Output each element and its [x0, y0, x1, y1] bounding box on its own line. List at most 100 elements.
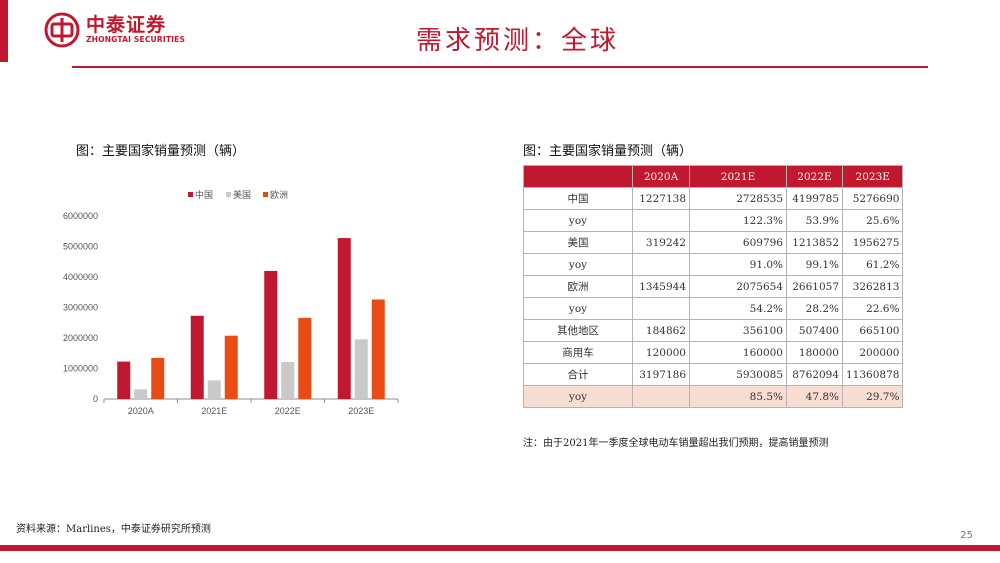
value-cell: 122.3%	[689, 209, 787, 232]
legend-swatch-1	[226, 192, 231, 197]
bar-2022E-0	[264, 270, 278, 399]
data-source: 资料来源：Marlines，中泰证券研究所预测	[16, 524, 211, 535]
footer-bar	[0, 545, 1000, 551]
bar-2020A-0	[117, 361, 131, 399]
row-label-cell: yoy	[523, 209, 633, 232]
value-cell: 2075654	[689, 275, 787, 298]
table-header-cell: 2021E	[689, 165, 787, 188]
left-accent-bar	[0, 0, 8, 62]
page-title: 需求预测：全球	[415, 26, 619, 56]
table-header-row: 2020A 2021E 2022E 2023E	[523, 165, 904, 188]
y-tick-label: 5000000	[63, 242, 98, 252]
sales-forecast-bar-chart: 中国 美国 欧洲 6000000 5000000 4000000 3000000 200000…	[63, 189, 399, 416]
value-cell: 11360878	[841, 363, 904, 386]
value-cell	[632, 253, 690, 276]
legend-swatch-0	[188, 192, 193, 197]
row-label-cell: 其他地区	[523, 319, 633, 342]
value-cell: 54.2%	[689, 297, 787, 320]
value-cell: 2661057	[786, 275, 843, 298]
value-cell: 85.5%	[689, 385, 787, 408]
y-tick-label: 1000000	[63, 364, 98, 374]
bar-2020A-2	[151, 357, 165, 399]
y-tick-label: 0	[93, 394, 98, 404]
row-label-cell: 合计	[523, 363, 633, 386]
table-row: 商用车 120000 160000 180000 200000	[523, 341, 904, 364]
value-cell: 200000	[841, 341, 904, 364]
bar-2023E-1	[354, 339, 368, 399]
table-header-cell	[523, 165, 633, 188]
x-tick-label: 2020A	[128, 406, 154, 416]
table-row: 欧洲 1345944 2075654 2661057 3262813	[523, 275, 904, 298]
value-cell: 507400	[786, 319, 843, 342]
bar-2022E-2	[298, 317, 312, 399]
value-cell: 8762094	[786, 363, 843, 386]
table-note: 注：由于2021年一季度全球电动车销量超出我们预期，提高销量预测	[523, 438, 829, 449]
value-cell: 1956275	[841, 231, 904, 254]
legend-label-2: 欧洲	[270, 189, 288, 201]
y-tick-label: 2000000	[63, 333, 98, 343]
value-cell	[632, 209, 690, 232]
value-cell: 91.0%	[689, 253, 787, 276]
logo-name-en: ZHONGTAI SECURITIES	[86, 35, 186, 44]
table-caption: 图：主要国家销量预测（辆）	[523, 144, 693, 159]
table-row: yoy 85.5% 47.8% 29.7%	[523, 385, 904, 408]
value-cell: 5276690	[841, 187, 904, 210]
row-label-cell: yoy	[523, 297, 633, 320]
value-cell: 665100	[841, 319, 904, 342]
y-tick-label: 4000000	[63, 272, 98, 282]
bar-2021E-0	[190, 315, 204, 399]
row-label-cell: 中国	[523, 187, 633, 210]
table-row: yoy 91.0% 99.1% 61.2%	[523, 253, 904, 276]
y-tick-label: 6000000	[63, 211, 98, 221]
sales-forecast-table: 2020A 2021E 2022E 2023E 中国 1227138 2728535 419…	[523, 165, 904, 408]
bar-2021E-2	[224, 335, 238, 399]
bar-2023E-2	[371, 299, 385, 399]
value-cell: 99.1%	[786, 253, 843, 276]
row-label-cell: 欧洲	[523, 275, 633, 298]
bar-2022E-1	[281, 361, 295, 399]
y-tick-label: 3000000	[63, 303, 98, 313]
row-label-cell: yoy	[523, 385, 633, 408]
value-cell	[632, 297, 690, 320]
legend-label-1: 美国	[233, 189, 251, 201]
value-cell: 28.2%	[786, 297, 843, 320]
value-cell: 3262813	[841, 275, 904, 298]
logo-name-cn: 中泰证券	[86, 14, 167, 36]
value-cell: 25.6%	[841, 209, 904, 232]
bar-2023E-0	[337, 238, 351, 399]
title-divider	[72, 66, 928, 68]
value-cell: 53.9%	[786, 209, 843, 232]
bar-2020A-1	[134, 389, 148, 399]
x-tick-label: 2022E	[275, 406, 301, 416]
table-header-cell: 2022E	[786, 165, 843, 188]
value-cell: 609796	[689, 231, 787, 254]
row-label-cell: 美国	[523, 231, 633, 254]
table-header-cell: 2023E	[841, 165, 904, 188]
value-cell: 1345944	[632, 275, 690, 298]
bar-2021E-1	[207, 380, 221, 399]
value-cell: 319242	[632, 231, 690, 254]
value-cell: 2728535	[689, 187, 787, 210]
value-cell: 29.7%	[841, 385, 904, 408]
row-label-cell: yoy	[523, 253, 633, 276]
row-label-cell: 商用车	[523, 341, 633, 364]
table-row: 中国 1227138 2728535 4199785 5276690	[523, 187, 904, 210]
x-tick-label: 2023E	[348, 406, 374, 416]
value-cell: 120000	[632, 341, 690, 364]
table-row: yoy 122.3% 53.9% 25.6%	[523, 209, 904, 232]
table-row: 其他地区 184862 356100 507400 665100	[523, 319, 904, 342]
page-number: 25	[960, 530, 973, 541]
company-logo[interactable]: 中泰证券 ZHONGTAI SECURITIES	[44, 12, 185, 48]
table-header-cell: 2020A	[632, 165, 690, 188]
legend-label-0: 中国	[195, 189, 213, 201]
chart-caption: 图：主要国家销量预测（辆）	[76, 144, 246, 159]
value-cell: 180000	[786, 341, 843, 364]
legend-swatch-2	[263, 192, 268, 197]
value-cell: 61.2%	[841, 253, 904, 276]
table-row: 美国 319242 609796 1213852 1956275	[523, 231, 904, 254]
logo-mark-icon	[44, 12, 80, 48]
value-cell: 22.6%	[841, 297, 904, 320]
value-cell: 160000	[689, 341, 787, 364]
table-row: 合计 3197186 5930085 8762094 11360878	[523, 363, 904, 386]
value-cell: 1213852	[786, 231, 843, 254]
